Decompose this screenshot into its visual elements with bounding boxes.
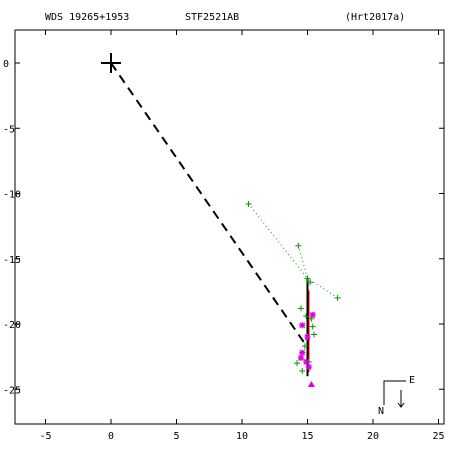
data-points [101,53,341,388]
dotted-link [297,245,308,279]
compass-axes [383,380,406,405]
header-pair-name: STF2521AB [185,12,239,23]
primary-star-marker [101,53,121,73]
compass-east-label: E [409,375,415,386]
speckle-point [299,322,306,329]
y-tick-label: -5 [3,124,15,135]
speckle-point [305,364,312,371]
header-reference: (Hrt2017a) [345,12,405,23]
x-tick-label: 0 [108,431,114,442]
y-tick-label: -10 [3,190,21,201]
dotted-links [248,203,338,299]
x-tick-label: -5 [39,431,51,442]
last-point-triangle [307,381,315,388]
observation-point [301,343,308,350]
speckle-point [297,354,304,361]
dotted-link [248,203,308,279]
observation-point [309,323,316,330]
primary-companion-dashed-line [110,62,309,349]
observation-point [311,331,318,338]
observation-point [295,242,302,249]
header-wds-id: WDS 19265+1953 [45,12,129,23]
x-tick-label: 10 [236,431,248,442]
y-tick-label: -15 [3,255,21,266]
compass-north-label: N [378,406,384,417]
x-tick-label: 5 [173,431,179,442]
fit-lines [110,62,310,377]
x-tick-label: 15 [301,431,313,442]
compass: E N [378,375,415,417]
observation-point [297,305,304,312]
speckle-point [304,334,311,341]
observation-point [334,294,341,301]
plot-frame [14,29,445,425]
x-tick-label: 25 [432,431,444,442]
speckle-point [309,311,316,318]
observation-point [303,313,310,320]
dotted-link [307,277,338,299]
y-tick-label: -20 [3,320,21,331]
observation-point [245,200,252,207]
observation-point [307,279,314,286]
observation-point [299,367,306,374]
speckle-point [299,349,306,356]
x-tick-label: 20 [367,431,379,442]
y-tick-label: 0 [3,59,9,70]
observation-point [304,275,311,282]
axis-ticks: -5 0 5 10 15 20 25 0 -5 -10 -15 -20 -25 [3,30,445,442]
speckle-point [303,358,310,365]
motion-arrow-icon [397,390,405,408]
y-tick-label: -25 [3,385,21,396]
observation-point [294,360,301,367]
